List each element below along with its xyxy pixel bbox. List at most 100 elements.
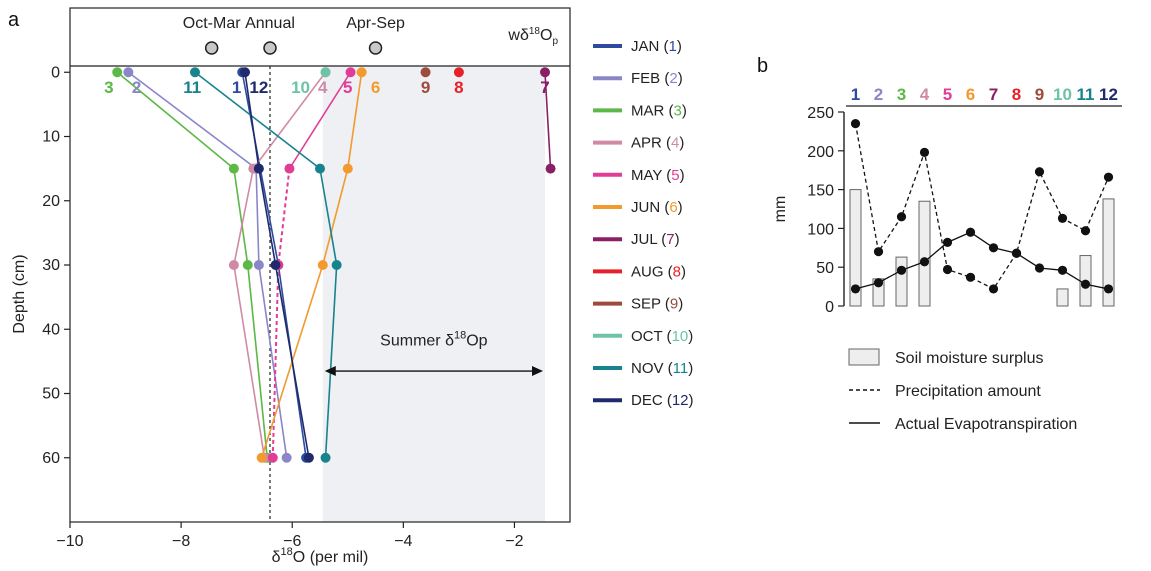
legend-label-may: MAY (5) bbox=[631, 167, 685, 184]
series-point-jul bbox=[540, 67, 550, 78]
legend-month-number: 2 bbox=[669, 70, 677, 87]
b-category-label: 10 bbox=[1053, 85, 1072, 104]
precipitation-point bbox=[1034, 167, 1045, 177]
series-point-may bbox=[284, 163, 295, 174]
soil-moisture-bar bbox=[895, 256, 908, 307]
precipitation-point bbox=[965, 272, 976, 282]
series-segment-may bbox=[277, 168, 291, 266]
series-segment-nov bbox=[194, 71, 321, 170]
top-markers: Oct-Mar Annual Apr-Sep bbox=[183, 15, 405, 55]
top-right-rest: O bbox=[540, 27, 552, 44]
legend-label-jun: JUN (6) bbox=[631, 199, 683, 216]
b-y-axis-ticks: 0 50 100 150 200 250 bbox=[807, 105, 845, 316]
legend-month-name: MAY ( bbox=[631, 167, 671, 184]
series-point-dec bbox=[240, 67, 250, 78]
summer-label-rest: Op bbox=[466, 332, 487, 349]
precipitation-point bbox=[988, 284, 999, 294]
top-marker-dot bbox=[368, 41, 383, 55]
b-category-label: 6 bbox=[966, 85, 975, 104]
precipitation-point bbox=[942, 264, 953, 275]
b-category-label: 11 bbox=[1077, 85, 1095, 104]
top-right-sup: 18 bbox=[529, 26, 541, 37]
series-segment-dec bbox=[258, 168, 277, 266]
legend-month-name: JUN ( bbox=[631, 199, 669, 216]
legend-month-number: 5 bbox=[671, 167, 679, 184]
b-y-tick-label: 100 bbox=[807, 221, 834, 238]
y-tick-label: 60 bbox=[42, 450, 60, 467]
legend-close-paren: ) bbox=[675, 231, 680, 248]
x-axis-label: δ18O (per mil) bbox=[272, 546, 369, 566]
legend-close-paren: ) bbox=[689, 392, 694, 409]
panel-a-letter: a bbox=[8, 9, 20, 31]
series-point-mar bbox=[112, 67, 123, 78]
series-segment-jun bbox=[346, 72, 363, 169]
legend-close-paren: ) bbox=[678, 199, 683, 216]
x-axis-label-rest: O (per mil) bbox=[293, 549, 369, 566]
series-segment-may bbox=[271, 264, 280, 458]
series-point-nov bbox=[190, 67, 200, 78]
top-right-sub: p bbox=[552, 36, 558, 47]
b-y-tick-label: 150 bbox=[807, 183, 834, 200]
summer-band bbox=[322, 66, 545, 522]
precipitation-point bbox=[850, 119, 861, 129]
series-point-dec bbox=[303, 452, 314, 463]
month-number-label: 8 bbox=[454, 78, 463, 97]
precipitation-point bbox=[896, 212, 907, 222]
series-segment-mar bbox=[116, 71, 235, 170]
month-number-label: 5 bbox=[343, 78, 352, 97]
legend-month-number: 1 bbox=[669, 38, 677, 55]
series-segment-feb bbox=[258, 264, 288, 458]
legend-month-name: AUG ( bbox=[631, 263, 673, 280]
legend-month-name: SEP ( bbox=[631, 296, 670, 313]
b-category-label: 3 bbox=[897, 85, 906, 104]
legend-month-name: APR ( bbox=[631, 135, 671, 152]
series-point-jun bbox=[256, 452, 267, 463]
legend-month-number: 7 bbox=[666, 231, 674, 248]
b-category-label: 2 bbox=[874, 85, 883, 104]
series-point-jun bbox=[342, 163, 353, 174]
y-tick-label: 0 bbox=[51, 64, 60, 81]
legend-month-name: OCT ( bbox=[631, 328, 672, 345]
y-tick-label: 30 bbox=[42, 257, 60, 274]
legend-close-paren: ) bbox=[681, 263, 686, 280]
series-point-dec bbox=[253, 163, 264, 174]
legend-close-paren: ) bbox=[682, 102, 687, 119]
legend-b: Soil moisture surplus Precipitation amoun… bbox=[848, 348, 1077, 433]
legend-month-name: NOV ( bbox=[631, 360, 673, 377]
month-number-label: 9 bbox=[421, 78, 430, 97]
precipitation-point bbox=[1103, 172, 1114, 182]
series-point-feb bbox=[123, 67, 134, 78]
b-category-label: 7 bbox=[989, 85, 998, 104]
evapotranspiration-point bbox=[873, 278, 884, 288]
series-point-feb bbox=[281, 452, 292, 463]
b-category-label: 8 bbox=[1012, 85, 1021, 104]
category-labels: 1 2 3 4 5 6 7 8 9 10 11 12 bbox=[846, 85, 1122, 107]
legend-label-aug: AUG (8) bbox=[631, 263, 686, 280]
legend-b-label: Actual Evapotranspiration bbox=[895, 416, 1077, 433]
legend-label-jul: JUL (7) bbox=[631, 231, 680, 248]
series-segment-mar bbox=[246, 264, 269, 458]
legend-month-number: 10 bbox=[672, 328, 689, 345]
precipitation-point bbox=[1057, 213, 1068, 223]
summer-arrow bbox=[324, 366, 543, 377]
y-tick-label: 50 bbox=[42, 386, 60, 403]
legend-label-jan: JAN (1) bbox=[631, 38, 682, 55]
series-point-dec bbox=[270, 260, 281, 270]
top-marker-label: Apr-Sep bbox=[346, 15, 405, 32]
legend-month-name: FEB ( bbox=[631, 70, 669, 87]
x-tick-label: −6 bbox=[283, 533, 301, 550]
series-segment-nov bbox=[319, 168, 338, 266]
x-axis-label-main: δ bbox=[272, 549, 281, 566]
legend-month-name: JAN ( bbox=[631, 38, 669, 55]
legend-month-number: 9 bbox=[670, 296, 678, 313]
series-point-mar bbox=[228, 163, 239, 174]
evapotranspiration-point bbox=[1080, 279, 1091, 289]
legend-month-number: 4 bbox=[671, 135, 679, 152]
month-number-label: 12 bbox=[249, 78, 268, 97]
series-segment-jun bbox=[322, 168, 349, 266]
series-point-nov bbox=[320, 452, 331, 463]
top-marker-label: Annual bbox=[245, 15, 295, 32]
series-segment-apr bbox=[233, 264, 266, 458]
precipitation-point bbox=[1080, 226, 1091, 236]
evapotranspiration-point bbox=[896, 265, 907, 275]
